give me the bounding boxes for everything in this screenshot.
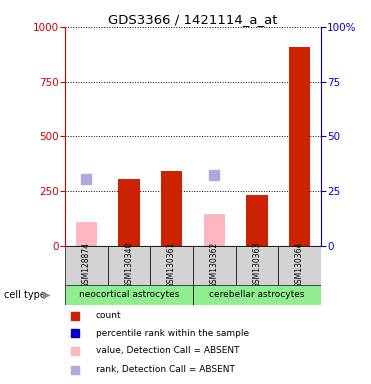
Bar bbox=[65, 285, 193, 305]
Bar bbox=[150, 246, 193, 285]
Bar bbox=[76, 222, 97, 246]
Bar bbox=[193, 246, 236, 285]
Text: value, Detection Call = ABSENT: value, Detection Call = ABSENT bbox=[96, 346, 239, 355]
Text: cell type: cell type bbox=[4, 290, 46, 300]
Bar bbox=[236, 246, 278, 285]
Bar bbox=[278, 246, 321, 285]
Text: GSM130340: GSM130340 bbox=[124, 242, 134, 288]
Text: rank, Detection Call = ABSENT: rank, Detection Call = ABSENT bbox=[96, 365, 234, 374]
Text: GSM128874: GSM128874 bbox=[82, 242, 91, 288]
Title: GDS3366 / 1421114_a_at: GDS3366 / 1421114_a_at bbox=[108, 13, 278, 26]
Text: count: count bbox=[96, 311, 121, 320]
Text: GSM130363: GSM130363 bbox=[252, 242, 262, 288]
Text: GSM130364: GSM130364 bbox=[295, 242, 304, 288]
Text: percentile rank within the sample: percentile rank within the sample bbox=[96, 329, 249, 338]
Bar bbox=[108, 246, 150, 285]
Bar bbox=[118, 179, 139, 246]
Bar bbox=[289, 46, 310, 246]
Text: cerebellar astrocytes: cerebellar astrocytes bbox=[209, 290, 305, 299]
Bar bbox=[246, 195, 267, 246]
Bar bbox=[161, 171, 182, 246]
Bar bbox=[65, 246, 108, 285]
Text: GSM130361: GSM130361 bbox=[167, 242, 176, 288]
Bar bbox=[204, 214, 225, 246]
Text: GSM130362: GSM130362 bbox=[210, 242, 219, 288]
Text: ▶: ▶ bbox=[43, 290, 50, 300]
Text: neocortical astrocytes: neocortical astrocytes bbox=[79, 290, 179, 299]
Bar bbox=[193, 285, 321, 305]
